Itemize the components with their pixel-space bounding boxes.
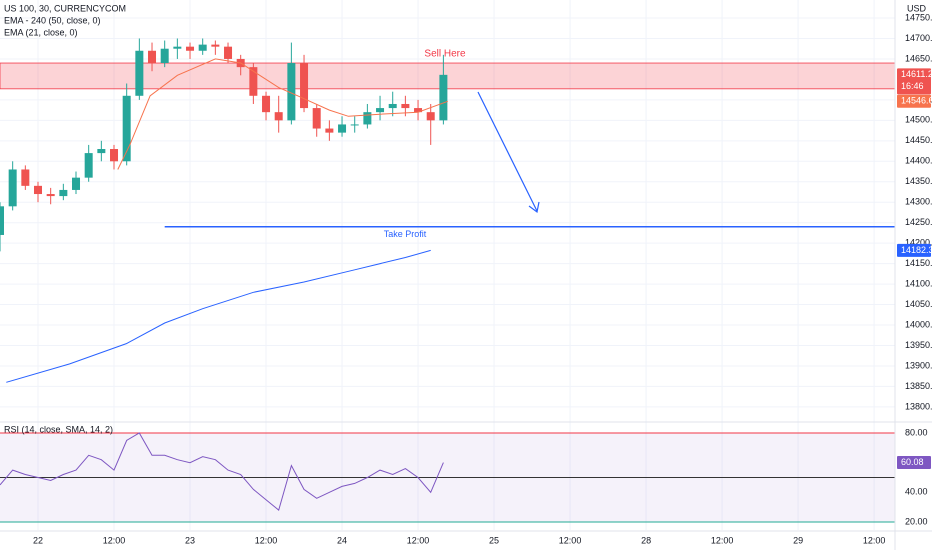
candle-body <box>350 124 359 126</box>
candle-body <box>376 108 385 113</box>
legend-entry: EMA - 240 (50, close, 0) <box>4 15 101 25</box>
candle-body <box>173 46 182 49</box>
legend-entry: EMA (21, close, 0) <box>4 27 78 37</box>
price-badge <box>897 94 931 108</box>
x-tick-label: 12:00 <box>407 535 430 545</box>
candle-body <box>135 50 144 96</box>
rsi-tick-label: 20.00 <box>905 516 928 526</box>
x-tick-label: 12:00 <box>711 535 734 545</box>
candle-body <box>300 63 309 109</box>
y-tick-label: 14700.0 <box>905 33 932 43</box>
rsi-tick-label: 40.00 <box>905 487 928 497</box>
x-tick-label: 23 <box>185 535 195 545</box>
chart-title: US 100, 30, CURRENCYCOM <box>4 3 126 13</box>
candle-body <box>262 95 271 113</box>
candle-body <box>249 67 258 96</box>
candle-body <box>97 149 106 154</box>
price-badge <box>897 456 931 470</box>
x-tick-label: 25 <box>489 535 499 545</box>
y-tick-label: 13950.0 <box>905 340 932 350</box>
candle-body <box>21 169 30 186</box>
candle-body <box>338 124 347 133</box>
rsi-tick-label: 80.00 <box>905 427 928 437</box>
price-badge-label: 60.08 <box>901 457 924 467</box>
zone-label: Sell Here <box>424 49 466 60</box>
candle-body <box>312 108 321 129</box>
candle-body <box>84 153 93 178</box>
y-tick-label: 14500.0 <box>905 115 932 125</box>
candle-body <box>401 103 410 109</box>
y-tick-label: 14000.0 <box>905 319 932 329</box>
ema-line <box>117 58 448 170</box>
candle-body <box>414 108 423 113</box>
axes: 14750.014700.014650.014550.014500.014450… <box>33 12 932 545</box>
candle-body <box>46 194 55 197</box>
candle-body <box>160 48 169 64</box>
y-tick-label: 14450.0 <box>905 135 932 145</box>
candle-body <box>34 185 43 195</box>
price-badge-label: 14611.2 <box>901 69 932 79</box>
y-tick-label: 14750.0 <box>905 12 932 22</box>
candle-body <box>198 44 207 51</box>
sell-zone <box>0 62 896 90</box>
candle-body <box>0 206 4 235</box>
currency: USD <box>907 3 927 13</box>
x-tick-label: 28 <box>641 535 651 545</box>
y-tick-label: 14100.0 <box>905 278 932 288</box>
x-tick-label: 12:00 <box>103 535 126 545</box>
rsi-line <box>0 432 444 511</box>
x-tick-label: 12:00 <box>559 535 582 545</box>
y-tick-label: 14050.0 <box>905 299 932 309</box>
candle-body <box>363 112 372 125</box>
x-tick-label: 12:00 <box>255 535 278 545</box>
plot: Sell Here Take Profit <box>0 38 896 523</box>
y-tick-label: 14250.0 <box>905 217 932 227</box>
countdown-label: 16:46 <box>901 81 924 91</box>
candle-body <box>148 50 157 64</box>
x-tick-label: 22 <box>33 535 43 545</box>
y-tick-label: 14300.0 <box>905 197 932 207</box>
x-tick-label: 29 <box>793 535 803 545</box>
y-tick-label: 13800.0 <box>905 401 932 411</box>
y-tick-label: 14150.0 <box>905 258 932 268</box>
candle-body <box>287 63 296 121</box>
take-profit-label: Take Profit <box>384 229 427 239</box>
price-badge <box>897 68 931 95</box>
y-tick-label: 14650.0 <box>905 53 932 63</box>
candle-body <box>426 112 435 121</box>
rsi-title: RSI (14, close, SMA, 14, 2) <box>4 424 113 434</box>
price-badge-label: 14546.6 <box>901 96 932 106</box>
y-tick-label: 14350.0 <box>905 176 932 186</box>
candle-body <box>388 103 397 109</box>
y-tick-label: 13900.0 <box>905 360 932 370</box>
x-tick-label: 12:00 <box>863 535 886 545</box>
y-tick-label: 14200.0 <box>905 238 932 248</box>
candle-body <box>439 74 448 121</box>
candle-body <box>72 177 81 190</box>
arrow <box>477 91 540 214</box>
price-badge <box>897 243 931 257</box>
candle-body <box>59 189 68 197</box>
candle-body <box>211 44 220 47</box>
candle-body <box>224 46 233 59</box>
candle-body <box>186 46 195 51</box>
candle-body <box>274 112 283 121</box>
candle-body <box>8 169 17 207</box>
price-badge-label: 14182.3 <box>901 245 932 255</box>
candle-body <box>325 128 334 133</box>
x-tick-label: 24 <box>337 535 347 545</box>
y-tick-label: 13850.0 <box>905 381 932 391</box>
ema-line <box>6 249 431 383</box>
candle-body <box>122 95 131 162</box>
y-tick-label: 14400.0 <box>905 156 932 166</box>
candle-body <box>110 149 119 162</box>
